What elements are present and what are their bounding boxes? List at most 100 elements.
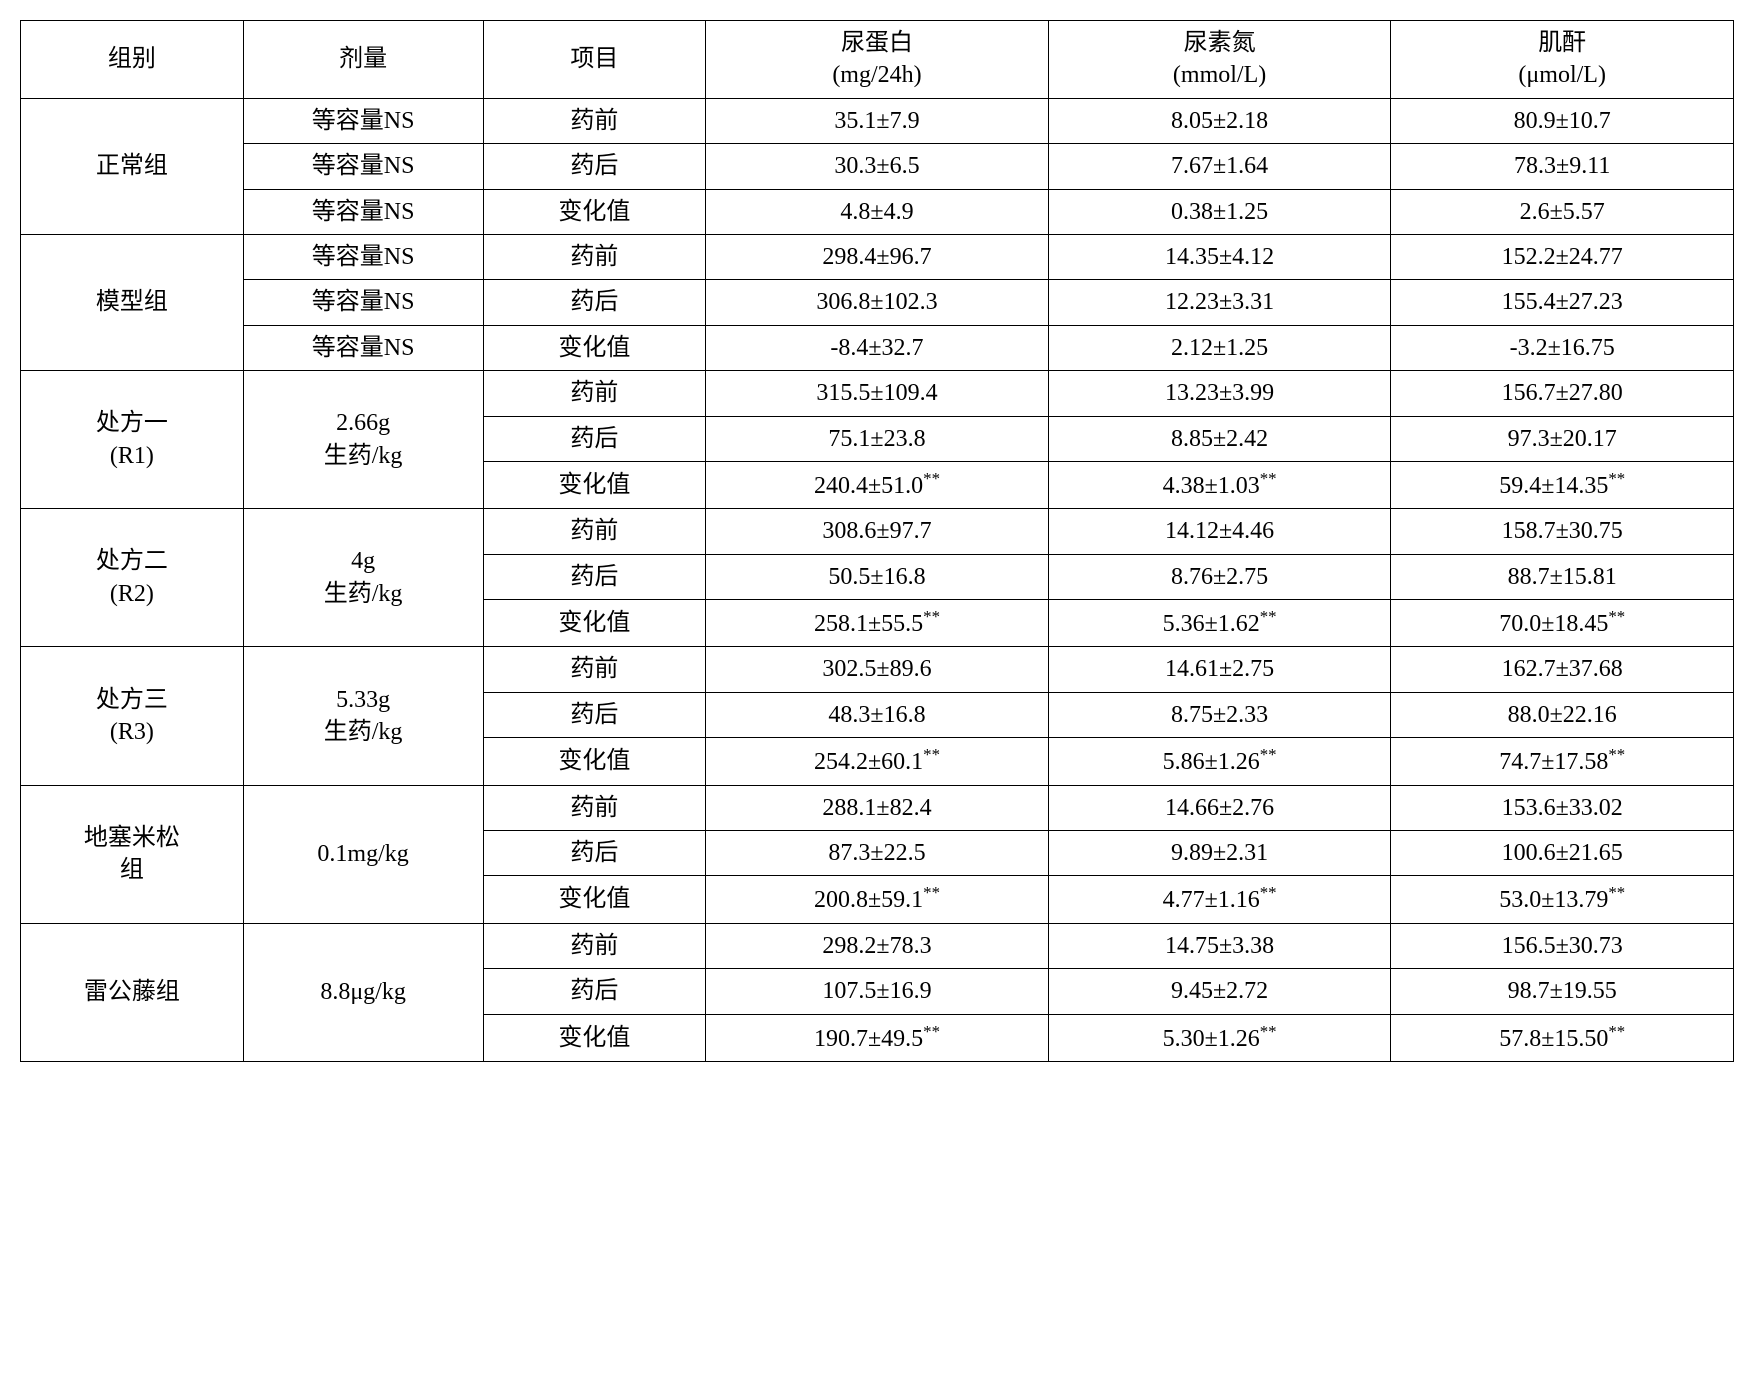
- item-cell: 药后: [483, 969, 706, 1014]
- data-cell: 302.5±89.6: [706, 647, 1049, 692]
- header-col4-bot: (mmol/L): [1048, 59, 1391, 98]
- item-cell: 药后: [483, 280, 706, 325]
- data-cell: 2.6±5.57: [1391, 189, 1734, 234]
- data-cell: 97.3±20.17: [1391, 416, 1734, 461]
- data-cell: 7.67±1.64: [1048, 144, 1391, 189]
- data-cell: 87.3±22.5: [706, 831, 1049, 876]
- data-cell: 2.12±1.25: [1048, 325, 1391, 370]
- dose-cell: 4g生药/kg: [243, 509, 483, 647]
- data-cell: 14.12±4.46: [1048, 509, 1391, 554]
- table-row: 模型组等容量NS药前298.4±96.714.35±4.12152.2±24.7…: [21, 234, 1734, 279]
- data-cell: 306.8±102.3: [706, 280, 1049, 325]
- data-cell: 14.61±2.75: [1048, 647, 1391, 692]
- header-col5-top: 肌酐: [1391, 21, 1734, 60]
- data-cell: 74.7±17.58**: [1391, 738, 1734, 785]
- table-row: 处方二(R2)4g生药/kg药前308.6±97.714.12±4.46158.…: [21, 509, 1734, 554]
- item-cell: 药前: [483, 371, 706, 416]
- table-row: 处方三(R3)5.33g生药/kg药前302.5±89.614.61±2.751…: [21, 647, 1734, 692]
- data-cell: 298.2±78.3: [706, 923, 1049, 968]
- data-cell: 88.0±22.16: [1391, 692, 1734, 737]
- data-cell: 88.7±15.81: [1391, 554, 1734, 599]
- header-item: 项目: [483, 21, 706, 99]
- data-cell: 48.3±16.8: [706, 692, 1049, 737]
- data-cell: 298.4±96.7: [706, 234, 1049, 279]
- data-cell: 70.0±18.45**: [1391, 600, 1734, 647]
- table-row: 处方一(R1)2.66g生药/kg药前315.5±109.413.23±3.99…: [21, 371, 1734, 416]
- significance-marker: **: [1260, 883, 1277, 902]
- data-cell: 9.45±2.72: [1048, 969, 1391, 1014]
- item-cell: 药后: [483, 692, 706, 737]
- table-row: 等容量NS药后306.8±102.312.23±3.31155.4±27.23: [21, 280, 1734, 325]
- data-table: 组别 剂量 项目 尿蛋白 尿素氮 肌酐 (mg/24h) (mmol/L) (μ…: [20, 20, 1734, 1062]
- data-cell: 50.5±16.8: [706, 554, 1049, 599]
- significance-marker: **: [923, 1022, 940, 1041]
- significance-marker: **: [1608, 607, 1625, 626]
- dose-cell: 等容量NS: [243, 234, 483, 279]
- table-row: 雷公藤组8.8μg/kg药前298.2±78.314.75±3.38156.5±…: [21, 923, 1734, 968]
- significance-marker: **: [923, 883, 940, 902]
- significance-marker: **: [1260, 469, 1277, 488]
- data-cell: 53.0±13.79**: [1391, 876, 1734, 923]
- data-cell: 5.36±1.62**: [1048, 600, 1391, 647]
- significance-marker: **: [1260, 745, 1277, 764]
- data-cell: 107.5±16.9: [706, 969, 1049, 1014]
- header-dose: 剂量: [243, 21, 483, 99]
- table-row: 正常组等容量NS药前35.1±7.98.05±2.1880.9±10.7: [21, 98, 1734, 143]
- dose-cell: 等容量NS: [243, 98, 483, 143]
- table-row: 等容量NS变化值-8.4±32.72.12±1.25-3.2±16.75: [21, 325, 1734, 370]
- data-cell: 75.1±23.8: [706, 416, 1049, 461]
- item-cell: 变化值: [483, 189, 706, 234]
- significance-marker: **: [1608, 1022, 1625, 1041]
- data-cell: 8.05±2.18: [1048, 98, 1391, 143]
- table-header: 组别 剂量 项目 尿蛋白 尿素氮 肌酐 (mg/24h) (mmol/L) (μ…: [21, 21, 1734, 99]
- item-cell: 变化值: [483, 600, 706, 647]
- data-cell: 288.1±82.4: [706, 785, 1049, 830]
- dose-cell: 2.66g生药/kg: [243, 371, 483, 509]
- significance-marker: **: [923, 745, 940, 764]
- data-cell: 57.8±15.50**: [1391, 1014, 1734, 1061]
- item-cell: 药前: [483, 509, 706, 554]
- data-cell: 4.77±1.16**: [1048, 876, 1391, 923]
- data-cell: 153.6±33.02: [1391, 785, 1734, 830]
- data-cell: 315.5±109.4: [706, 371, 1049, 416]
- dose-cell: 等容量NS: [243, 144, 483, 189]
- group-name-cell: 地塞米松组: [21, 785, 244, 923]
- data-cell: 14.75±3.38: [1048, 923, 1391, 968]
- item-cell: 药后: [483, 831, 706, 876]
- significance-marker: **: [1608, 745, 1625, 764]
- data-cell: 0.38±1.25: [1048, 189, 1391, 234]
- item-cell: 变化值: [483, 325, 706, 370]
- significance-marker: **: [1608, 469, 1625, 488]
- data-cell: 158.7±30.75: [1391, 509, 1734, 554]
- data-cell: -3.2±16.75: [1391, 325, 1734, 370]
- data-cell: 162.7±37.68: [1391, 647, 1734, 692]
- group-name-cell: 正常组: [21, 98, 244, 234]
- data-cell: 80.9±10.7: [1391, 98, 1734, 143]
- data-cell: 30.3±6.5: [706, 144, 1049, 189]
- table-row: 地塞米松组0.1mg/kg药前288.1±82.414.66±2.76153.6…: [21, 785, 1734, 830]
- data-cell: 35.1±7.9: [706, 98, 1049, 143]
- header-col5-bot: (μmol/L): [1391, 59, 1734, 98]
- data-cell: 8.76±2.75: [1048, 554, 1391, 599]
- data-cell: 8.75±2.33: [1048, 692, 1391, 737]
- table-row: 等容量NS变化值4.8±4.90.38±1.252.6±5.57: [21, 189, 1734, 234]
- group-name-cell: 处方一(R1): [21, 371, 244, 509]
- dose-cell: 0.1mg/kg: [243, 785, 483, 923]
- item-cell: 变化值: [483, 1014, 706, 1061]
- table-body: 正常组等容量NS药前35.1±7.98.05±2.1880.9±10.7等容量N…: [21, 98, 1734, 1061]
- significance-marker: **: [1260, 607, 1277, 626]
- item-cell: 药后: [483, 416, 706, 461]
- dose-cell: 8.8μg/kg: [243, 923, 483, 1061]
- item-cell: 药前: [483, 785, 706, 830]
- data-cell: 13.23±3.99: [1048, 371, 1391, 416]
- data-cell: 254.2±60.1**: [706, 738, 1049, 785]
- data-cell: 190.7±49.5**: [706, 1014, 1049, 1061]
- dose-cell: 等容量NS: [243, 189, 483, 234]
- dose-cell: 等容量NS: [243, 325, 483, 370]
- item-cell: 药后: [483, 144, 706, 189]
- header-col3-top: 尿蛋白: [706, 21, 1049, 60]
- data-cell: 12.23±3.31: [1048, 280, 1391, 325]
- group-name-cell: 模型组: [21, 234, 244, 370]
- item-cell: 药前: [483, 647, 706, 692]
- item-cell: 变化值: [483, 738, 706, 785]
